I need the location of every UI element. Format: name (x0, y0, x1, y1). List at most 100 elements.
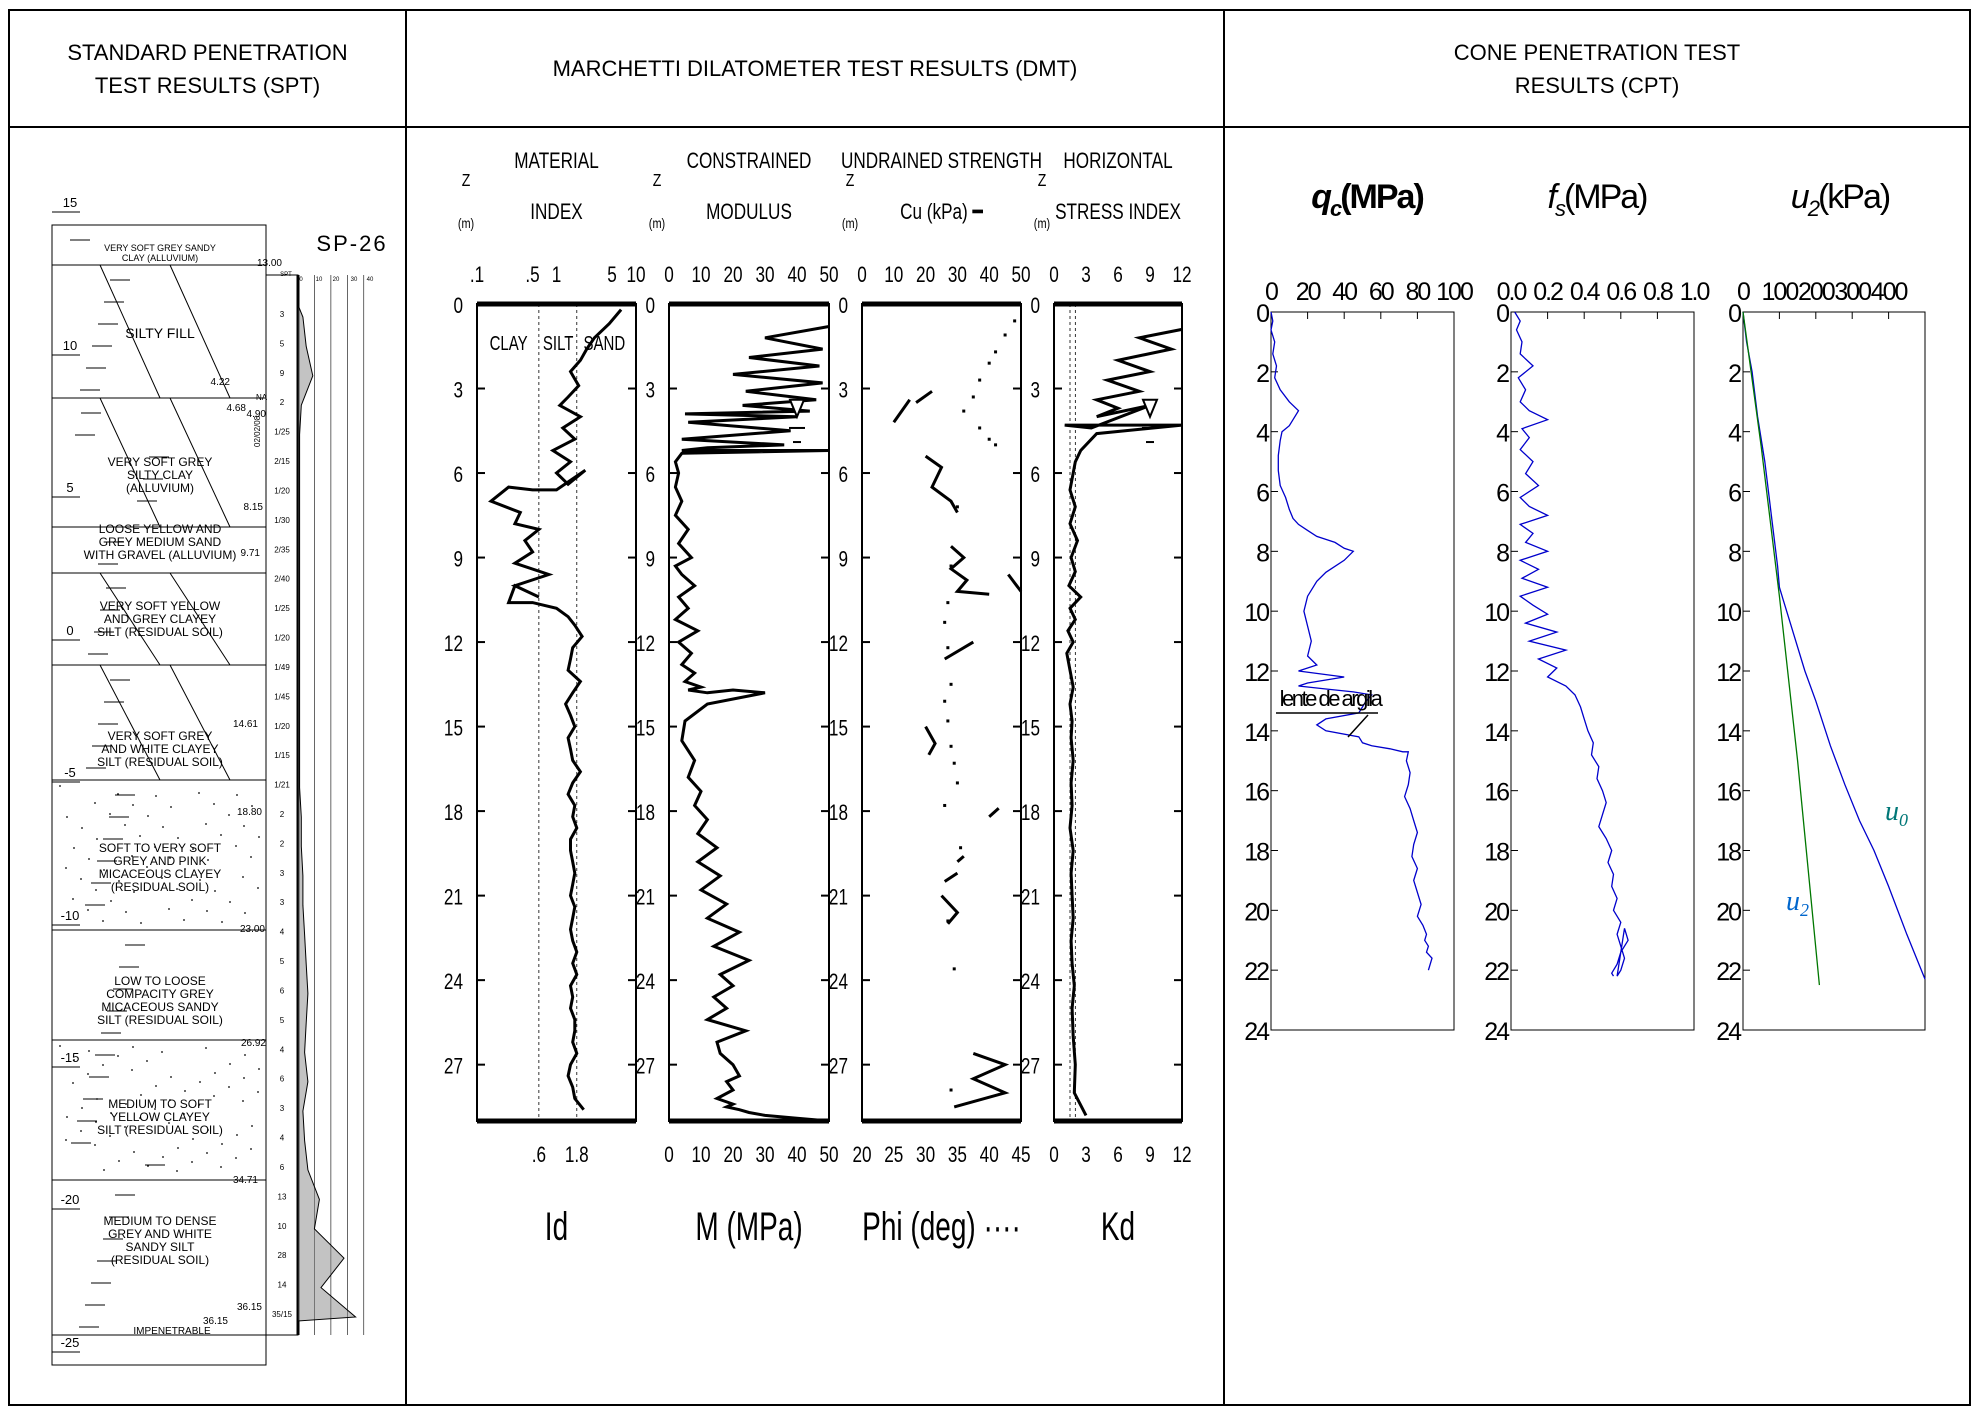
blow-count: 2 (280, 398, 285, 407)
data-line (488, 308, 623, 1111)
blow-count: 1/49 (274, 663, 290, 672)
blow-count: 1/25 (274, 428, 290, 437)
blow-count: 6 (280, 1163, 285, 1172)
sand-dot (140, 1094, 142, 1096)
sand-dot (199, 879, 201, 881)
x-tick-label-top: 0.0 (1497, 278, 1527, 306)
y-tick-label: 14 (1484, 719, 1510, 747)
sand-dot (251, 805, 253, 807)
phi-point (949, 1088, 953, 1092)
x-tick-label-bottom: 0 (1049, 1143, 1059, 1168)
spt-profile (297, 304, 357, 1322)
phi-point (962, 409, 966, 413)
y-tick-label: 0 (1256, 300, 1269, 328)
stratum-description: MEDIUM TO DENSE GREY AND WHITE SANDY SILT(… (104, 1214, 217, 1267)
hatch-line (169, 264, 231, 399)
y-tick-label: 18 (636, 801, 655, 826)
depth-axis-label: Z (846, 170, 855, 190)
depth-axis-label: Z (653, 170, 662, 190)
sand-dot (191, 899, 193, 901)
cpt-data-line (1742, 311, 1821, 986)
y-tick-label: 18 (829, 801, 848, 826)
y-tick-label: 12 (1716, 659, 1741, 687)
sand-dot (72, 898, 74, 900)
water-table-icon (788, 398, 806, 420)
x-tick-label-top: 20 (723, 263, 742, 288)
sand-dot (221, 1143, 223, 1145)
y-tick-label: 18 (1716, 839, 1741, 867)
x-tick-label-top: 0 (664, 263, 674, 288)
sand-dot (87, 1073, 89, 1075)
sand-dot (124, 824, 126, 826)
plot-frame (1742, 311, 1926, 1031)
phi-point (955, 781, 959, 785)
x-tick-label-bottom: 30 (755, 1143, 774, 1168)
sand-dot (214, 890, 216, 892)
y-tick-label: 27 (1021, 1055, 1040, 1080)
x-tick-label-top: 0.2 (1533, 278, 1563, 306)
cu-segment (943, 871, 959, 883)
y-tick-label: 18 (1484, 839, 1509, 867)
y-tick-label: 8 (1496, 539, 1509, 567)
phi-point (946, 719, 950, 723)
sand-dot (257, 887, 259, 889)
y-tick-label: 22 (1484, 958, 1509, 986)
elevation-label: -15 (61, 1050, 80, 1065)
x-tick-label-top: 20 (916, 263, 935, 288)
sand-dot (161, 1051, 163, 1053)
y-tick-label: 6 (838, 463, 848, 488)
x-tick-label-top: 0 (1049, 263, 1059, 288)
y-tick-label: 24 (636, 970, 655, 995)
sand-dot (242, 1100, 244, 1102)
depth-label: 14.61 (233, 719, 258, 730)
elevation-label: 5 (66, 480, 73, 495)
y-tick-label: 6 (1256, 480, 1269, 508)
sand-dot (110, 900, 112, 902)
sand-dot (229, 901, 231, 903)
y-tick-label: 2 (1256, 360, 1269, 388)
x-tick-label-top: 40 (787, 263, 806, 288)
sand-dot (235, 1157, 237, 1159)
spt-header: STANDARD PENETRATION TEST RESULTS (SPT) (67, 39, 348, 98)
sand-dot (236, 794, 238, 796)
y-tick-label: 12 (1484, 659, 1509, 687)
y-tick-label: 9 (1030, 548, 1040, 573)
sand-dot (133, 1151, 135, 1153)
stratum-description: VERY SOFT GREY AND WHITE CLAYEY SILT (RESI… (97, 729, 223, 769)
sand-dot (131, 855, 133, 857)
date-label: 02/02/08 (253, 415, 262, 447)
sand-dot (184, 1090, 186, 1092)
x-axis-label: Phi (deg) ···· (862, 1205, 1021, 1249)
x-axis-label: Kd (1101, 1205, 1135, 1249)
y-tick-label: 14 (1244, 719, 1270, 747)
hatch-line (169, 572, 231, 666)
phi-point (978, 378, 982, 382)
y-tick-label: 15 (829, 717, 848, 742)
sand-dot (198, 1104, 200, 1106)
sand-dot (154, 846, 156, 848)
cu-segment (915, 390, 933, 404)
x-tick-label-top: 20 (1296, 278, 1321, 306)
sand-dot (169, 857, 171, 859)
y-tick-label: 2 (1728, 360, 1741, 388)
sand-dot (168, 1122, 170, 1124)
y-tick-label: 14 (1716, 719, 1742, 747)
boring-title: SP-26 (316, 231, 387, 256)
lens-annotation: lente de argila (1280, 686, 1384, 711)
sand-dot (139, 1117, 141, 1119)
blow-count: 14 (278, 1281, 287, 1290)
sand-dot (258, 1068, 260, 1070)
y-tick-label: 8 (1256, 539, 1269, 567)
x-tick-label-bottom: .6 (532, 1143, 546, 1168)
depth-label: 36.15 (237, 1302, 262, 1313)
y-tick-label: 0 (1496, 300, 1509, 328)
sand-dot (170, 806, 172, 808)
blow-count: 1/25 (274, 604, 290, 613)
cpt-panel-title: qc(MPa) (1311, 178, 1423, 221)
sand-dot (146, 866, 148, 868)
stratum-description: VERY SOFT GREY SILTY CLAY (ALLUVIUM) (108, 455, 213, 495)
plot-frame (476, 303, 637, 1122)
x-tick-label-top: 3 (1081, 263, 1091, 288)
elevation-label: -5 (64, 765, 76, 780)
elevation-label: -10 (61, 908, 80, 923)
